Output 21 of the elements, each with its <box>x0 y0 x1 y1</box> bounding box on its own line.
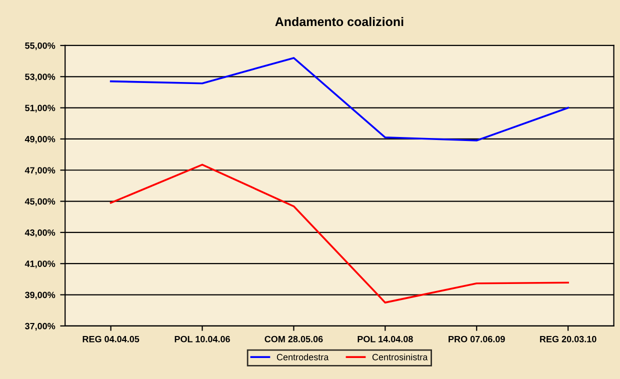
line-series <box>110 57 569 142</box>
y-tick-label: 37,00% <box>24 322 56 331</box>
y-tick-label: 53,00% <box>25 74 56 82</box>
x-tick-label: COM 28.05.06 <box>264 336 323 342</box>
x-tick-label: POL 14.04.08 <box>358 336 413 342</box>
y-tick-label: 43,00% <box>24 229 56 238</box>
y-tick-label: 39,00% <box>24 292 56 300</box>
y-tick-label: 51,00% <box>25 104 56 112</box>
y-tick-label: 41,00% <box>24 260 56 268</box>
line-series <box>110 164 569 304</box>
legend-label: Centrodestra <box>276 354 329 360</box>
x-tick-label: REG 04.04.05 <box>82 336 140 342</box>
y-tick-label: 49,00% <box>24 136 56 144</box>
x-tick-label: POL 10.04.06 <box>174 336 230 342</box>
legend-label: Centrosinistra <box>372 354 428 360</box>
chart-title: Andamento coalizioni <box>275 16 404 26</box>
x-tick-label: PRO 07.06.09 <box>448 336 505 342</box>
y-tick-label: 45,00% <box>24 198 56 206</box>
x-tick-label: REG 20.03.10 <box>540 336 596 342</box>
y-tick-label: 55,00% <box>25 42 56 50</box>
y-tick-label: 47,00% <box>24 167 56 175</box>
